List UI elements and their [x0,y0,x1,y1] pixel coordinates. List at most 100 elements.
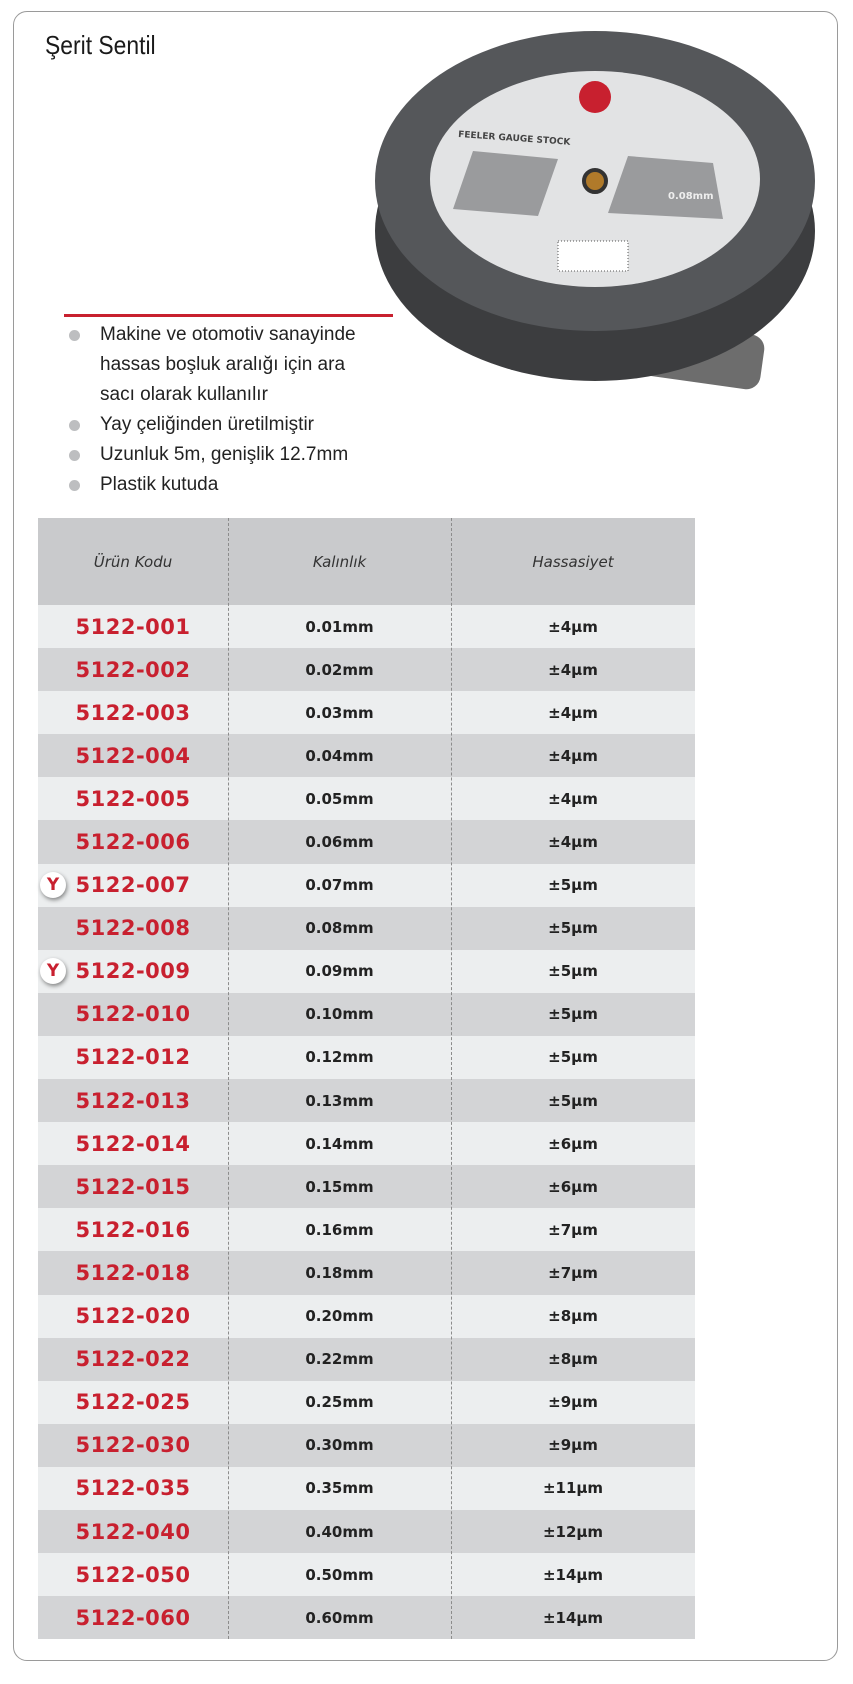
thickness: 0.18mm [305,1263,374,1282]
column-header: Ürün Kodu [93,552,173,571]
cell: ±14μm [451,1553,695,1596]
cell: 0.07mm [228,864,451,907]
thickness: 0.06mm [305,833,374,852]
cell: 0.03mm [228,691,451,734]
table-row: 5122-035 0.35mm ±11μm [38,1466,695,1510]
cell: 5122-010 [38,993,228,1036]
title: Şerit Sentil [45,30,156,60]
thickness: 0.16mm [305,1220,374,1239]
product-table: Ürün Kodu Kalınlık Hassasiyet 5122-001 0.01m… [38,518,695,1640]
product-code: 5122-001 [75,614,191,639]
precision: ±6μm [548,1134,598,1153]
table-row: 5122-018 0.18mm ±7μm [38,1251,695,1295]
cell: ±5μm [451,950,695,993]
cell: 5122-007 [38,864,228,907]
cell: 0.20mm [228,1295,451,1338]
cell: ±4μm [451,734,695,777]
table-row: 5122-012 0.12mm ±5μm [38,1035,695,1080]
cell: 0.04mm [228,734,451,777]
precision: ±5μm [548,919,598,938]
table-row: 5122-009 0.09mm ±5μm [38,949,695,993]
image-size: 0.08mm [668,191,714,202]
cell: 5122-050 [38,1553,228,1596]
precision: ±9μm [548,1436,598,1455]
precision: ±7μm [548,1263,598,1282]
barcode [557,240,629,272]
table-row: 5122-002 0.02mm ±4μm [38,648,695,692]
thickness: 0.22mm [305,1350,374,1369]
cell: 5122-035 [38,1467,228,1510]
cell: ±8μm [451,1295,695,1338]
cell: ±7μm [451,1208,695,1251]
product-code: 5122-050 [75,1562,191,1587]
table-row: 5122-010 0.10mm ±5μm [38,992,695,1036]
precision: ±6μm [548,1177,598,1196]
table-row: 5122-001 0.01mm ±4μm [38,605,695,649]
product-code: 5122-006 [75,830,191,855]
product-code: 5122-016 [75,1217,191,1242]
cell: 5122-015 [38,1165,228,1208]
cell: 0.35mm [228,1467,451,1510]
thickness: 0.13mm [305,1091,374,1110]
product-code: 5122-005 [75,786,191,811]
precision: ±5μm [548,876,598,895]
table-row: 5122-025 0.25mm ±9μm [38,1380,695,1424]
table-row: 5122-008 0.08mm ±5μm [38,906,695,950]
cell: 0.05mm [228,777,451,820]
cell: 0.10mm [228,993,451,1036]
cell: 0.16mm [228,1208,451,1251]
frame [13,11,838,1661]
thickness: 0.08mm [305,919,374,938]
cell: ±9μm [451,1424,695,1467]
table-row: 5122-030 0.30mm ±9μm [38,1423,695,1467]
column-header: Kalınlık [312,552,367,571]
cell: ±11μm [451,1467,695,1510]
cell: 0.12mm [228,1036,451,1079]
cell: 5122-001 [38,605,228,648]
product-code: 5122-060 [75,1605,191,1630]
cell: 5122-060 [38,1596,228,1639]
divider [64,314,393,317]
precision: ±14μm [542,1565,604,1584]
cell: ±4μm [451,648,695,691]
thickness: 0.15mm [305,1177,374,1196]
feature-item: Plastik kutuda [66,470,396,500]
feature-item: Uzunluk 5m, genişlik 12.7mm [66,440,396,470]
feature-item: Makine ve otomotiv sanayinde hassas boşl… [66,320,370,410]
cell: 5122-020 [38,1295,228,1338]
product-code: 5122-014 [75,1131,191,1156]
cell: 0.50mm [228,1553,451,1596]
cell: 0.60mm [228,1596,451,1639]
thickness: 0.05mm [305,789,374,808]
product-code: 5122-004 [75,743,191,768]
table-row: 5122-007 0.07mm ±5μm [38,863,695,907]
product-code: 5122-012 [75,1045,191,1070]
hub [582,168,608,194]
cell: ±4μm [451,777,695,820]
cell: 0.15mm [228,1165,451,1208]
cell: ±6μm [451,1122,695,1165]
precision: ±4μm [548,833,598,852]
cell: 5122-013 [38,1079,228,1122]
cell: 5122-004 [38,734,228,777]
thickness: 0.50mm [305,1565,374,1584]
product-code: 5122-015 [75,1174,191,1199]
table-row: 5122-013 0.13mm ±5μm [38,1079,695,1123]
cell: 0.01mm [228,605,451,648]
cell: 5122-009 [38,950,228,993]
table-row: 5122-022 0.22mm ±8μm [38,1337,695,1381]
thickness: 0.03mm [305,703,374,722]
cell: 0.13mm [228,1079,451,1122]
thickness: 0.01mm [305,617,374,636]
label-shape [608,156,723,219]
cell: ±7μm [451,1251,695,1294]
product-code: 5122-007 [75,873,191,898]
cell: 5122-012 [38,1036,228,1079]
table-row: 5122-004 0.04mm ±4μm [38,734,695,778]
cell: ±5μm [451,907,695,950]
cell: 5122-006 [38,820,228,863]
precision: ±4μm [548,703,598,722]
column-divider [228,518,229,1639]
cell: ±4μm [451,820,695,863]
